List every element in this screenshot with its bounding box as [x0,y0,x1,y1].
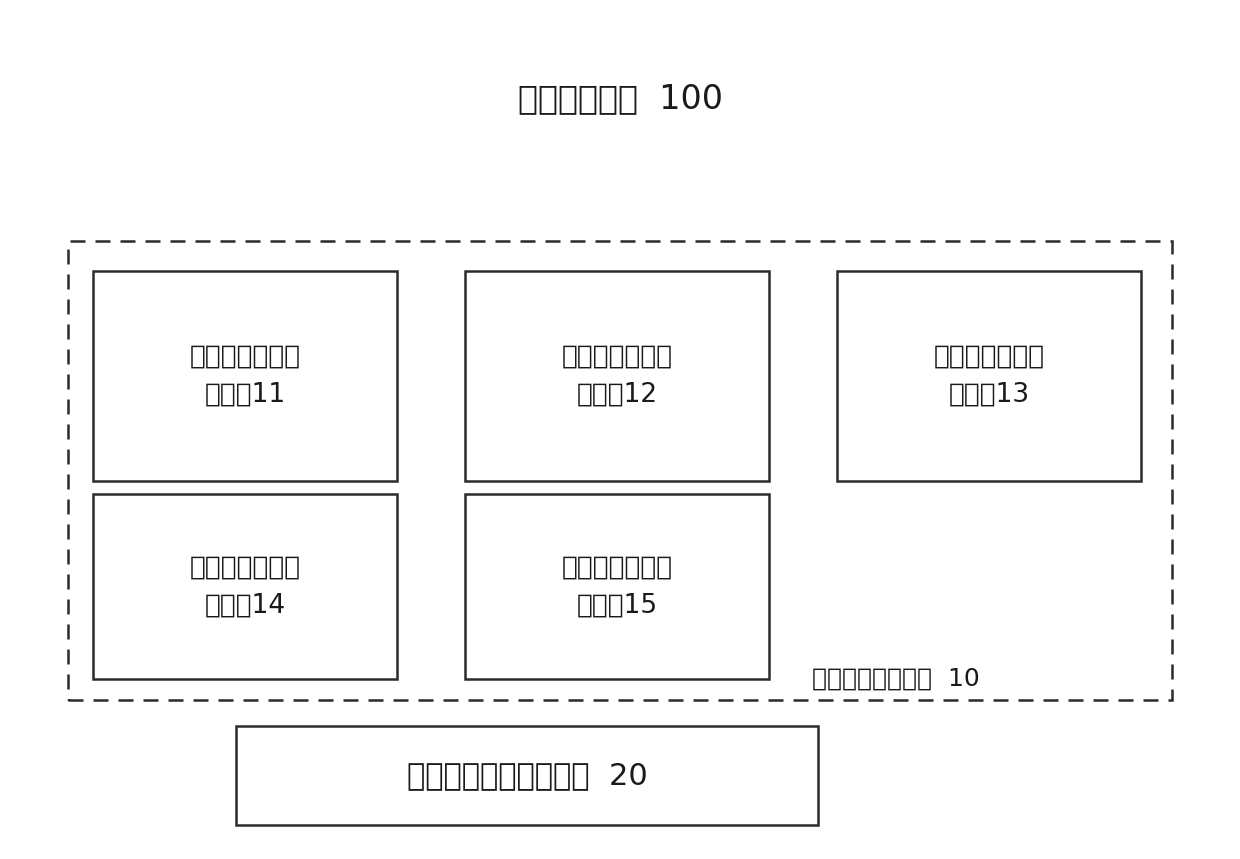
Text: 第三粒度任务切
分单元13: 第三粒度任务切 分单元13 [934,344,1044,408]
Text: 任务切分粒度选择单元  20: 任务切分粒度选择单元 20 [407,761,647,789]
Text: 第一粒度任务切
分单元11: 第一粒度任务切 分单元11 [190,344,300,408]
Text: 第二粒度任务切
分单元12: 第二粒度任务切 分单元12 [562,344,672,408]
Bar [837,271,1141,481]
Text: 第四粒度任务切
分单元14: 第四粒度任务切 分单元14 [190,554,300,618]
Text: 第五粒度任务切
分单元15: 第五粒度任务切 分单元15 [562,554,672,618]
Bar [68,241,1172,700]
Text: 粒度任务切分单元  10: 粒度任务切分单元 10 [812,667,980,691]
Bar [465,494,769,679]
Bar [93,271,397,481]
Text: 任务切分装置  100: 任务切分装置 100 [517,82,723,115]
Bar [93,494,397,679]
Bar [236,726,818,825]
Bar [465,271,769,481]
